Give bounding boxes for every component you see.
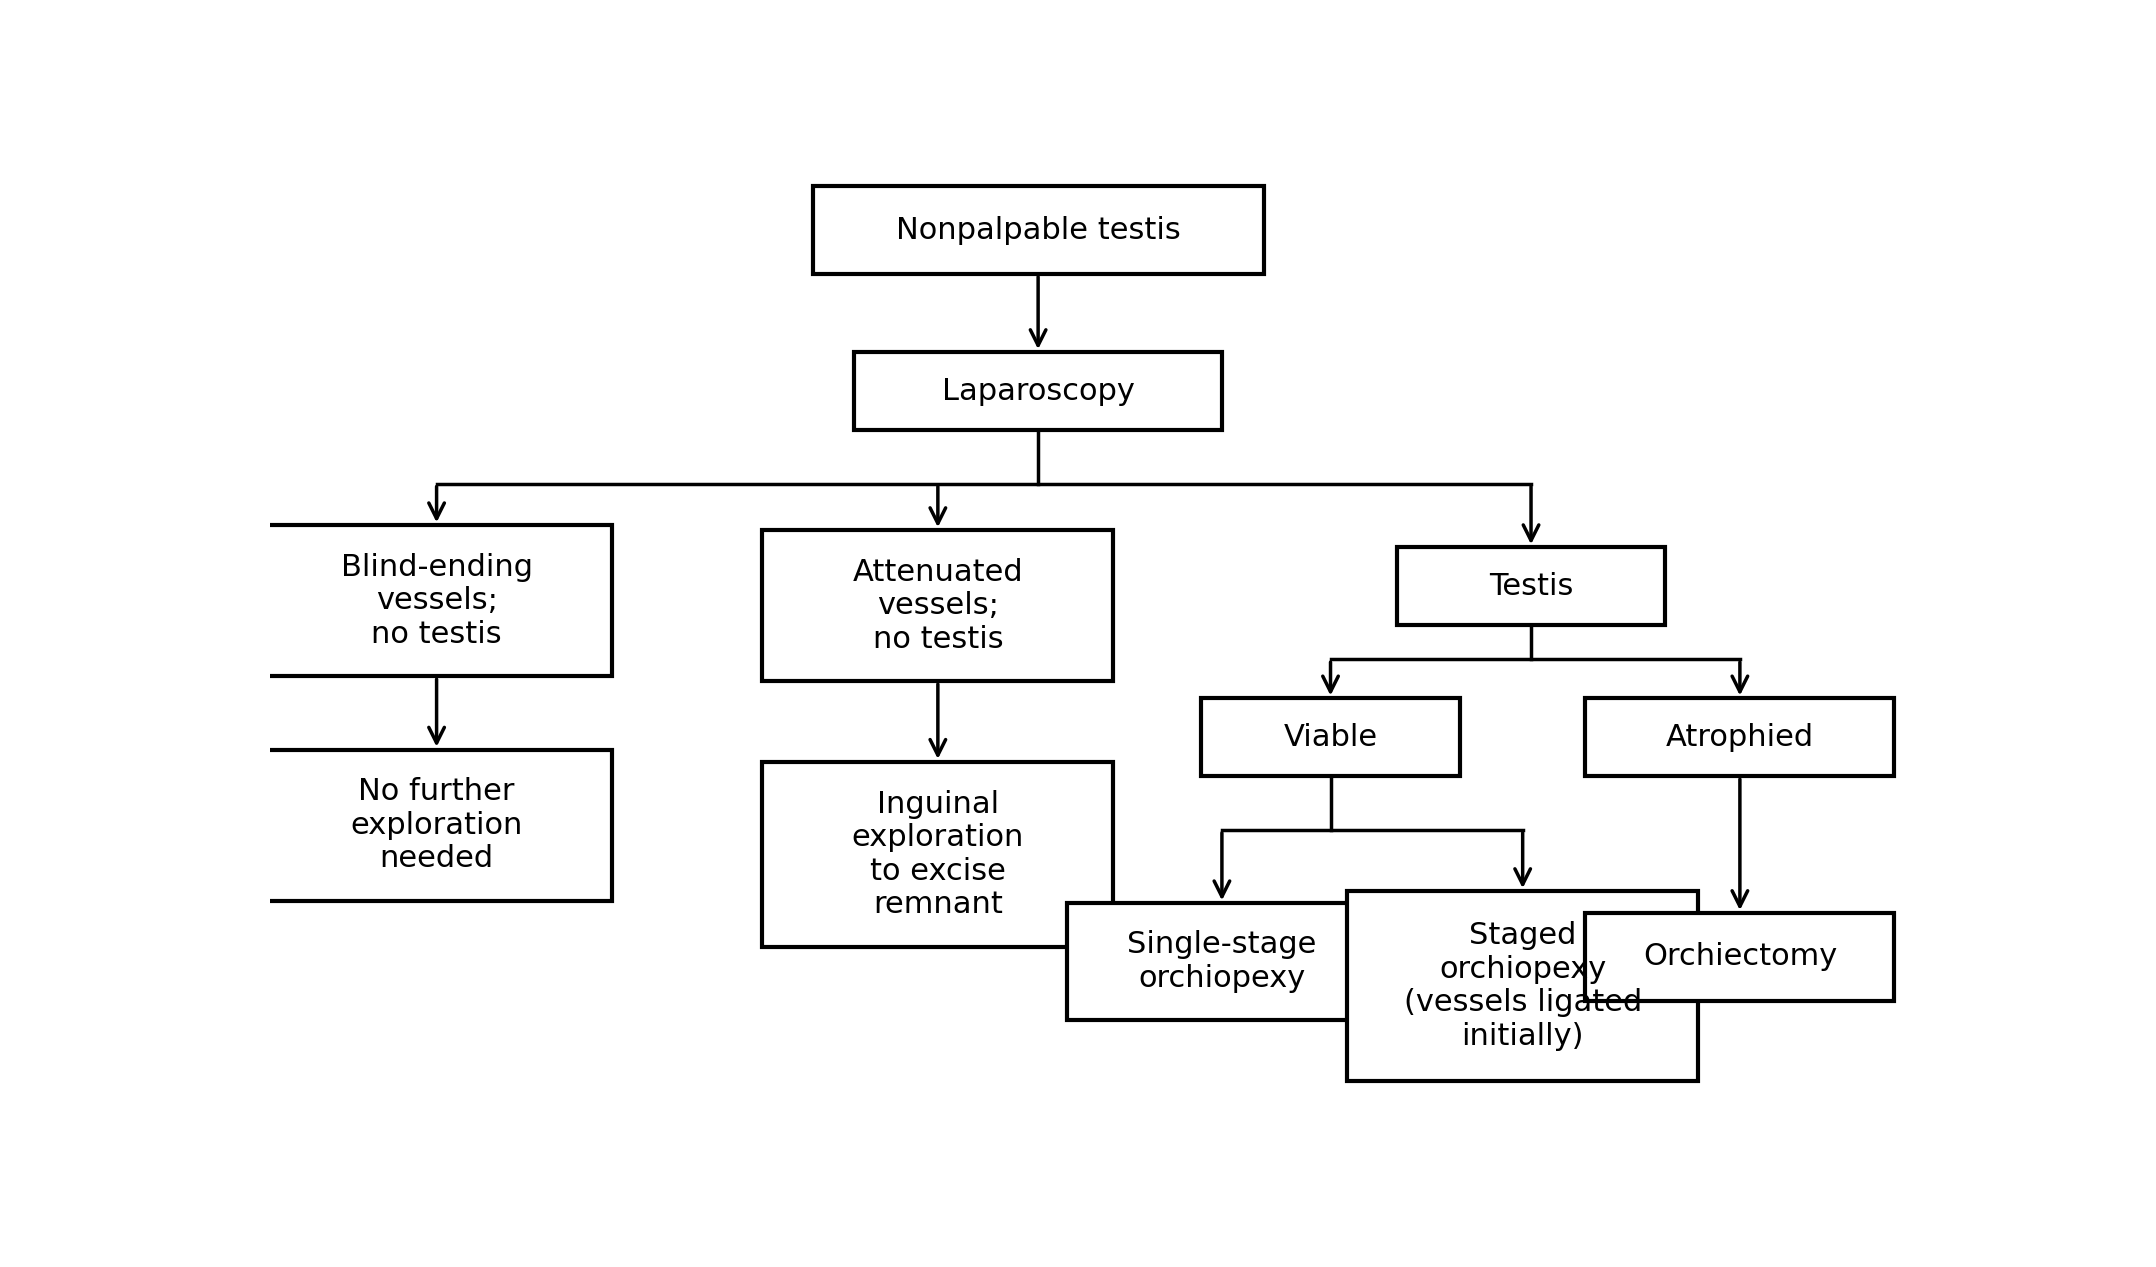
Text: Atrophied: Atrophied xyxy=(1667,723,1813,751)
FancyBboxPatch shape xyxy=(1397,547,1664,625)
Text: Attenuated
vessels;
no testis: Attenuated vessels; no testis xyxy=(852,557,1024,654)
Text: Single-stage
orchiopexy: Single-stage orchiopexy xyxy=(1128,930,1317,993)
FancyBboxPatch shape xyxy=(813,186,1263,274)
FancyBboxPatch shape xyxy=(763,530,1112,682)
FancyBboxPatch shape xyxy=(854,352,1222,430)
Text: Inguinal
exploration
to excise
remnant: Inguinal exploration to excise remnant xyxy=(852,789,1024,920)
FancyBboxPatch shape xyxy=(1585,698,1895,777)
FancyBboxPatch shape xyxy=(1067,903,1376,1020)
FancyBboxPatch shape xyxy=(261,750,612,901)
Text: Laparoscopy: Laparoscopy xyxy=(942,376,1134,405)
FancyBboxPatch shape xyxy=(763,761,1112,948)
Text: No further
exploration
needed: No further exploration needed xyxy=(351,777,522,873)
Text: Staged
orchiopexy
(vessels ligated
initially): Staged orchiopexy (vessels ligated initi… xyxy=(1404,921,1643,1052)
FancyBboxPatch shape xyxy=(1201,698,1460,777)
Text: Testis: Testis xyxy=(1490,571,1574,601)
FancyBboxPatch shape xyxy=(261,526,612,677)
FancyBboxPatch shape xyxy=(1585,914,1895,1001)
Text: Blind-ending
vessels;
no testis: Blind-ending vessels; no testis xyxy=(341,552,533,649)
Text: Orchiectomy: Orchiectomy xyxy=(1643,943,1837,972)
Text: Nonpalpable testis: Nonpalpable testis xyxy=(895,215,1181,245)
FancyBboxPatch shape xyxy=(1348,891,1699,1081)
Text: Viable: Viable xyxy=(1283,723,1378,751)
